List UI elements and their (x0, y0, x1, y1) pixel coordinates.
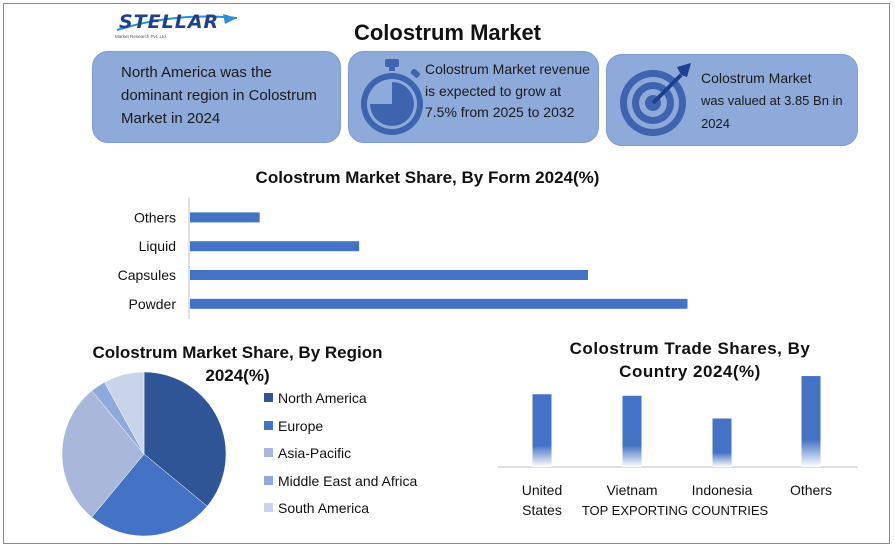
growth-card: Colostrum Market revenue is expected to … (348, 51, 599, 143)
form-bar (190, 212, 260, 223)
stellar-logo: STELLAR Market Research Pvt. Ltd. (115, 10, 240, 42)
legend-swatch (264, 475, 273, 485)
pie-slice (61, 390, 145, 518)
legend-label: North America (278, 390, 367, 406)
pie-slice (104, 371, 145, 455)
trade-bar (712, 418, 732, 467)
trade-chart-xlabel: TOP EXPORTING COUNTRIES (581, 503, 769, 518)
legend-item: Europe (262, 416, 417, 444)
trade-category-label: United States (522, 482, 562, 518)
pie-slice (91, 453, 208, 537)
form-bar-chart: Others Liquid Capsules Powder (118, 197, 688, 319)
trade-category-label: Indonesia (692, 482, 753, 498)
legend-swatch (264, 393, 273, 402)
value-card-line1: Colostrum Market (701, 70, 812, 86)
legend-item: Asia-Pacific (262, 443, 417, 471)
stopwatch-icon (361, 59, 423, 135)
growth-card-text: Colostrum Market revenue is expected to … (425, 61, 590, 120)
logo-swoosh-icon (116, 14, 238, 31)
logo-wordmark: STELLAR (119, 11, 220, 33)
value-card-text: Colostrum Market was valued at 3.85 Bn i… (701, 67, 851, 135)
trade-bar (532, 394, 552, 467)
logo-tagline: Market Research Pvt. Ltd. (115, 34, 168, 39)
legend-item: Middle East and Africa (262, 471, 417, 499)
trade-bar (622, 395, 642, 467)
value-card: Colostrum Market was valued at 3.85 Bn i… (606, 54, 858, 146)
trade-bar-chart: United States Vietnam Indonesia Others (498, 376, 858, 518)
form-chart-title: Colostrum Market Share, By Form 2024(%) (255, 168, 600, 187)
region-card-text: North America was the dominant region in… (121, 64, 317, 127)
legend-label: Middle East and Africa (278, 472, 418, 489)
form-category-label: Capsules (118, 267, 176, 283)
legend-label: Asia-Pacific (278, 445, 352, 462)
region-pie-chart (61, 371, 227, 537)
trade-chart-title: Colostrum Trade Shares, By Country 2024(… (569, 339, 811, 381)
form-category-label: Powder (129, 296, 177, 312)
form-category-label: Others (134, 209, 176, 225)
form-bar (190, 270, 588, 280)
region-card: North America was the dominant region in… (92, 51, 341, 143)
region-chart-title: Colostrum Market Share, By Region 2024(%… (92, 343, 383, 385)
pie-slice (143, 371, 227, 507)
legend-item: North America (262, 388, 417, 416)
region-legend: North America Europe Asia-Pacific Middle Ea… (262, 388, 417, 526)
legend-label: South America (278, 500, 370, 517)
form-bar (190, 298, 688, 309)
form-bar (190, 241, 360, 252)
legend-label: Europe (278, 417, 324, 434)
trade-category-label: Vietnam (606, 482, 657, 498)
legend-item: South America (262, 498, 417, 526)
target-icon (620, 63, 691, 136)
value-card-line2: was valued at 3.85 Bn in 2024 (701, 93, 843, 131)
trade-category-label: Others (790, 482, 832, 498)
legend-swatch (264, 448, 273, 458)
page-title: Colostrum Market (353, 20, 542, 45)
form-category-label: Liquid (139, 238, 176, 254)
trade-bar (801, 376, 821, 467)
legend-swatch (264, 503, 273, 513)
legend-swatch (264, 420, 273, 430)
